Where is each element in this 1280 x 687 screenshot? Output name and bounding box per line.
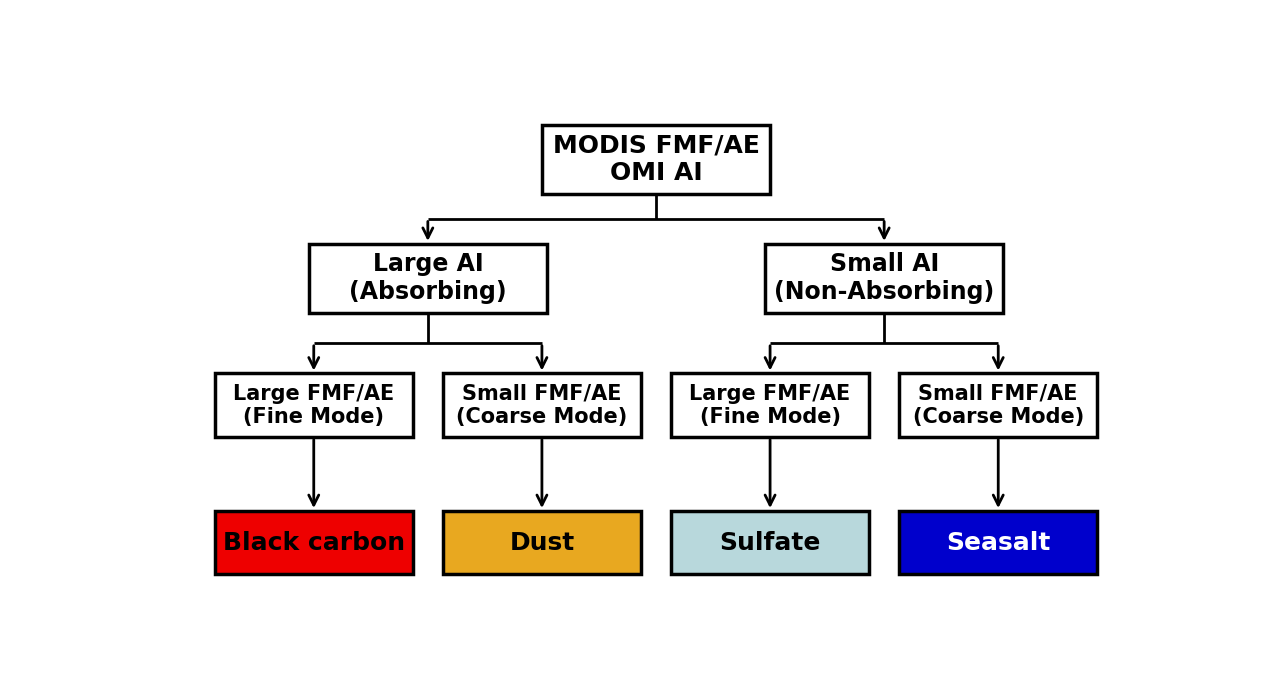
- FancyBboxPatch shape: [541, 125, 771, 194]
- Text: Seasalt: Seasalt: [946, 530, 1051, 554]
- Text: Large AI
(Absorbing): Large AI (Absorbing): [349, 252, 507, 304]
- FancyBboxPatch shape: [215, 511, 413, 574]
- FancyBboxPatch shape: [215, 374, 413, 437]
- FancyBboxPatch shape: [765, 244, 1004, 313]
- Text: Small FMF/AE
(Coarse Mode): Small FMF/AE (Coarse Mode): [913, 383, 1084, 427]
- FancyBboxPatch shape: [443, 374, 641, 437]
- Text: Small AI
(Non-Absorbing): Small AI (Non-Absorbing): [774, 252, 995, 304]
- FancyBboxPatch shape: [308, 244, 547, 313]
- FancyBboxPatch shape: [899, 511, 1097, 574]
- Text: Large FMF/AE
(Fine Mode): Large FMF/AE (Fine Mode): [233, 383, 394, 427]
- FancyBboxPatch shape: [671, 511, 869, 574]
- Text: Sulfate: Sulfate: [719, 530, 820, 554]
- Text: Small FMF/AE
(Coarse Mode): Small FMF/AE (Coarse Mode): [456, 383, 627, 427]
- FancyBboxPatch shape: [671, 374, 869, 437]
- Text: Large FMF/AE
(Fine Mode): Large FMF/AE (Fine Mode): [690, 383, 851, 427]
- Text: Dust: Dust: [509, 530, 575, 554]
- Text: Black carbon: Black carbon: [223, 530, 404, 554]
- FancyBboxPatch shape: [899, 374, 1097, 437]
- Text: MODIS FMF/AE
OMI AI: MODIS FMF/AE OMI AI: [553, 133, 759, 185]
- FancyBboxPatch shape: [443, 511, 641, 574]
